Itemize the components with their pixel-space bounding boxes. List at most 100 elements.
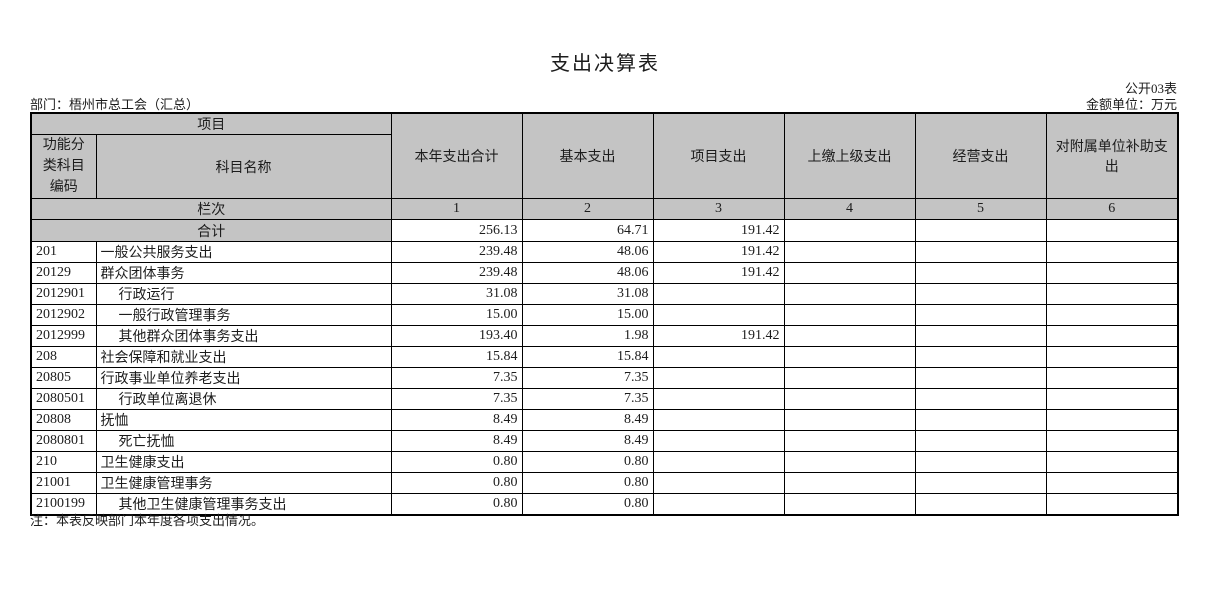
row-name: 行政单位离退休 <box>95 388 392 410</box>
column-number: 5 <box>914 198 1047 220</box>
row-value <box>783 367 916 389</box>
row-value <box>783 325 916 347</box>
row-value <box>914 283 1047 305</box>
row-value <box>652 451 785 473</box>
row-name: 抚恤 <box>95 409 392 431</box>
row-value <box>914 430 1047 452</box>
row-value <box>1045 346 1179 368</box>
row-code: 21001 <box>30 472 97 494</box>
row-value: 8.49 <box>390 409 523 431</box>
row-value <box>652 283 785 305</box>
expenditure-table: 项目 本年支出合计 基本支出 项目支出 上缴上级支出 经营支出 对附属单位补助支… <box>30 112 1179 516</box>
row-value <box>783 472 916 494</box>
table-row: 2012902 一般行政管理事务 15.00 15.00 <box>30 304 1179 326</box>
row-value <box>1045 451 1179 473</box>
row-name: 卫生健康管理事务 <box>95 472 392 494</box>
total-label: 合计 <box>30 219 392 242</box>
row-value <box>914 346 1047 368</box>
row-name: 其他卫生健康管理事务支出 <box>95 493 392 516</box>
row-value <box>914 367 1047 389</box>
row-value: 193.40 <box>390 325 523 347</box>
row-value <box>783 409 916 431</box>
row-name: 群众团体事务 <box>95 262 392 284</box>
row-value <box>783 493 916 516</box>
table-row: 2100199 其他卫生健康管理事务支出 0.80 0.80 <box>30 493 1179 516</box>
row-code: 2080801 <box>30 430 97 452</box>
row-code: 210 <box>30 451 97 473</box>
row-value <box>783 262 916 284</box>
table-row: 201 一般公共服务支出 239.48 48.06 191.42 <box>30 241 1179 263</box>
row-name: 其他群众团体事务支出 <box>95 325 392 347</box>
row-name: 行政事业单位养老支出 <box>95 367 392 389</box>
row-value <box>1045 430 1179 452</box>
row-code: 20805 <box>30 367 97 389</box>
column-number: 2 <box>521 198 654 220</box>
total-value <box>914 219 1047 242</box>
row-value: 48.06 <box>521 262 654 284</box>
row-value <box>783 430 916 452</box>
row-name: 一般公共服务支出 <box>95 241 392 263</box>
total-value: 256.13 <box>390 219 523 242</box>
column-number: 6 <box>1045 198 1179 220</box>
row-value <box>1045 283 1179 305</box>
row-value <box>914 472 1047 494</box>
row-name: 行政运行 <box>95 283 392 305</box>
row-value: 15.00 <box>521 304 654 326</box>
total-value <box>783 219 916 242</box>
department-label: 部门：梧州市总工会（汇总） <box>30 97 200 112</box>
row-value <box>652 409 785 431</box>
row-value <box>1045 367 1179 389</box>
table-row: 2012901 行政运行 31.08 31.08 <box>30 283 1179 305</box>
row-value: 8.49 <box>521 430 654 452</box>
row-value <box>783 388 916 410</box>
table-row: 20808 抚恤 8.49 8.49 <box>30 409 1179 431</box>
header-col-subsidy: 对附属单位补助支出 <box>1045 112 1179 199</box>
row-value <box>783 283 916 305</box>
row-value: 0.80 <box>390 472 523 494</box>
row-code: 201 <box>30 241 97 263</box>
row-name: 一般行政管理事务 <box>95 304 392 326</box>
total-value: 64.71 <box>521 219 654 242</box>
row-code: 20808 <box>30 409 97 431</box>
table-code-label: 公开03表 <box>1124 81 1177 96</box>
row-value <box>783 346 916 368</box>
column-number: 4 <box>783 198 916 220</box>
row-value: 0.80 <box>390 451 523 473</box>
row-value <box>1045 325 1179 347</box>
header-name-label: 科目名称 <box>95 134 392 199</box>
row-value <box>783 241 916 263</box>
header-project-group: 项目 <box>30 112 392 135</box>
header-col-basic: 基本支出 <box>521 112 654 199</box>
row-value <box>1045 241 1179 263</box>
row-value: 31.08 <box>390 283 523 305</box>
row-value: 31.08 <box>521 283 654 305</box>
table-row: 2012999 其他群众团体事务支出 193.40 1.98 191.42 <box>30 325 1179 347</box>
table-body: 合计 256.13 64.71 191.42 201 一般公共服务支出 239.48… <box>30 219 1179 516</box>
row-name: 社会保障和就业支出 <box>95 346 392 368</box>
table-row: 20805 行政事业单位养老支出 7.35 7.35 <box>30 367 1179 389</box>
row-code: 2100199 <box>30 493 97 516</box>
row-value: 15.84 <box>521 346 654 368</box>
row-value: 0.80 <box>390 493 523 516</box>
row-code: 2012999 <box>30 325 97 347</box>
footnote: 注：本表反映部门本年度各项支出情况。 <box>30 513 265 528</box>
row-value <box>914 493 1047 516</box>
row-value: 239.48 <box>390 241 523 263</box>
row-value <box>914 451 1047 473</box>
header-code-label: 功能分类科目编码 <box>30 134 97 199</box>
row-value <box>1045 304 1179 326</box>
row-value: 15.84 <box>390 346 523 368</box>
column-number: 3 <box>652 198 785 220</box>
total-row: 合计 256.13 64.71 191.42 <box>30 219 1179 242</box>
row-value: 7.35 <box>390 367 523 389</box>
header-col-project-exp: 项目支出 <box>652 112 785 199</box>
table-row: 208 社会保障和就业支出 15.84 15.84 <box>30 346 1179 368</box>
row-value: 15.00 <box>390 304 523 326</box>
row-value <box>1045 472 1179 494</box>
row-code: 20129 <box>30 262 97 284</box>
row-value: 191.42 <box>652 325 785 347</box>
row-name: 死亡抚恤 <box>95 430 392 452</box>
row-value: 191.42 <box>652 241 785 263</box>
row-value <box>914 388 1047 410</box>
row-value <box>914 304 1047 326</box>
